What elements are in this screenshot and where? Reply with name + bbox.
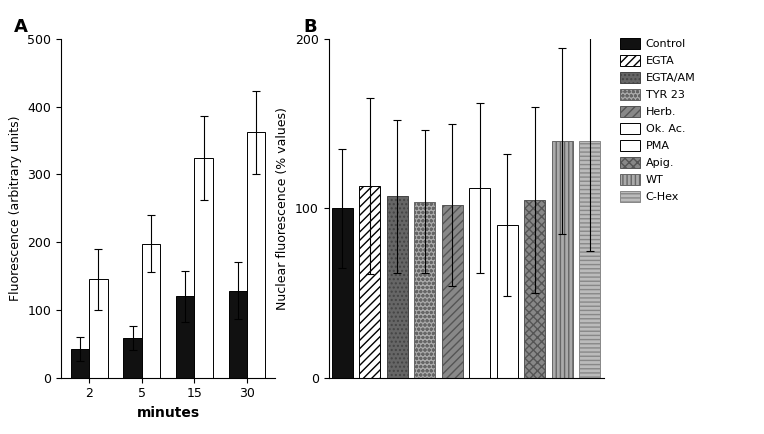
Bar — [470, 188, 490, 378]
X-axis label: minutes: minutes — [137, 406, 199, 420]
Bar — [228, 291, 247, 378]
Bar — [332, 208, 352, 378]
Bar — [497, 225, 518, 378]
Bar — [360, 186, 380, 378]
Bar — [176, 296, 194, 378]
Bar — [247, 132, 265, 378]
Bar — [142, 243, 160, 378]
Bar — [194, 158, 212, 378]
Bar — [124, 339, 142, 378]
Bar — [525, 200, 545, 378]
Text: B: B — [304, 18, 317, 36]
Y-axis label: Fluorescence (arbitrary units): Fluorescence (arbitrary units) — [9, 115, 22, 301]
Bar — [442, 205, 463, 378]
Bar — [387, 197, 408, 378]
Legend: Control, EGTA, EGTA/AM, TYR 23, Herb., Ok. Ac., PMA, Apig., WT, C-Hex: Control, EGTA, EGTA/AM, TYR 23, Herb., O… — [620, 38, 695, 202]
Bar — [71, 349, 89, 378]
Bar — [580, 141, 601, 378]
Text: A: A — [14, 18, 28, 36]
Bar — [89, 279, 108, 378]
Bar — [552, 141, 573, 378]
Y-axis label: Nuclear fluorescence (% values): Nuclear fluorescence (% values) — [277, 107, 290, 310]
Bar — [415, 201, 435, 378]
